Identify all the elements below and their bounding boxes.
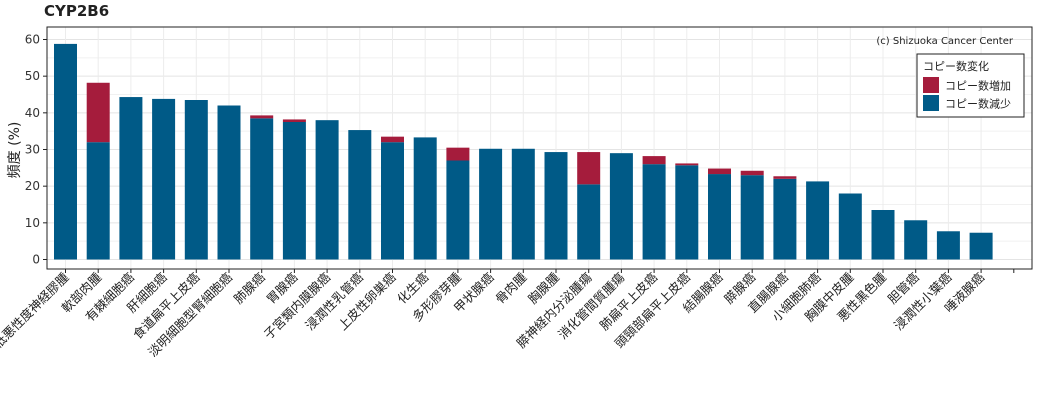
bar-loss (413, 137, 437, 260)
bar-loss (773, 178, 797, 260)
bar-loss (217, 105, 241, 260)
legend-label: コピー数増加 (945, 80, 1011, 93)
bar-loss (250, 118, 274, 260)
bar-loss (838, 193, 862, 260)
grid-layer (47, 27, 1032, 269)
bar-loss (315, 120, 339, 260)
bar-loss (152, 98, 176, 260)
bar-loss (348, 130, 372, 260)
plot-frame (46, 26, 1033, 270)
chart-title: CYP2B6 (44, 2, 110, 20)
bar-loss (479, 148, 503, 260)
bar-gain (740, 170, 764, 176)
bar-loss (446, 160, 470, 260)
bar-loss (609, 153, 633, 260)
bar-loss (86, 142, 110, 260)
bar-loss (675, 165, 699, 260)
y-tick-label: 50 (25, 69, 40, 83)
y-tick-label: 10 (25, 216, 40, 230)
x-tick-label: 低悪性度神経膠腫 (0, 269, 72, 351)
bar-loss (54, 43, 77, 260)
bar-gain (86, 82, 110, 143)
bar-gain (250, 115, 274, 119)
bar-gain (708, 168, 731, 175)
y-tick-label: 40 (25, 106, 40, 120)
bar-loss (381, 142, 404, 260)
bar-loss (904, 220, 928, 260)
bar-loss (282, 122, 306, 260)
bar-gain (577, 152, 601, 185)
y-tick-label: 30 (25, 143, 40, 157)
y-axis-title: 頻度 (%) (7, 122, 23, 179)
bar-loss (936, 231, 960, 260)
bar-loss (740, 175, 764, 260)
x-tick-label: 肺腺癌 (231, 270, 268, 307)
bar-loss (871, 210, 895, 260)
legend-swatch (923, 77, 939, 93)
bar-gain (381, 136, 404, 143)
bar-loss (544, 152, 568, 260)
y-tick-label: 60 (25, 33, 40, 47)
bar-loss (806, 181, 830, 260)
bar-loss (577, 184, 601, 260)
legend-swatch (923, 95, 939, 111)
bar-gain (675, 163, 699, 166)
bar-loss (708, 174, 731, 260)
bars-layer (54, 43, 993, 260)
y-tick-label: 0 (32, 253, 40, 267)
bar-gain (446, 147, 470, 161)
bar-loss (969, 232, 993, 260)
copyright-text: (c) Shizuoka Cancer Center (876, 36, 1014, 47)
bar-gain (642, 156, 666, 165)
x-tick-label: 骨肉腫 (492, 269, 529, 306)
bar-gain (282, 119, 306, 122)
y-tick-label: 20 (25, 179, 40, 193)
bar-loss (184, 100, 208, 260)
bar-loss (642, 164, 666, 260)
legend-title: コピー数変化 (923, 59, 989, 73)
bar-loss (119, 97, 143, 260)
bar-loss (511, 148, 535, 260)
legend-label: コピー数減少 (945, 97, 1011, 111)
bar-gain (773, 176, 797, 179)
